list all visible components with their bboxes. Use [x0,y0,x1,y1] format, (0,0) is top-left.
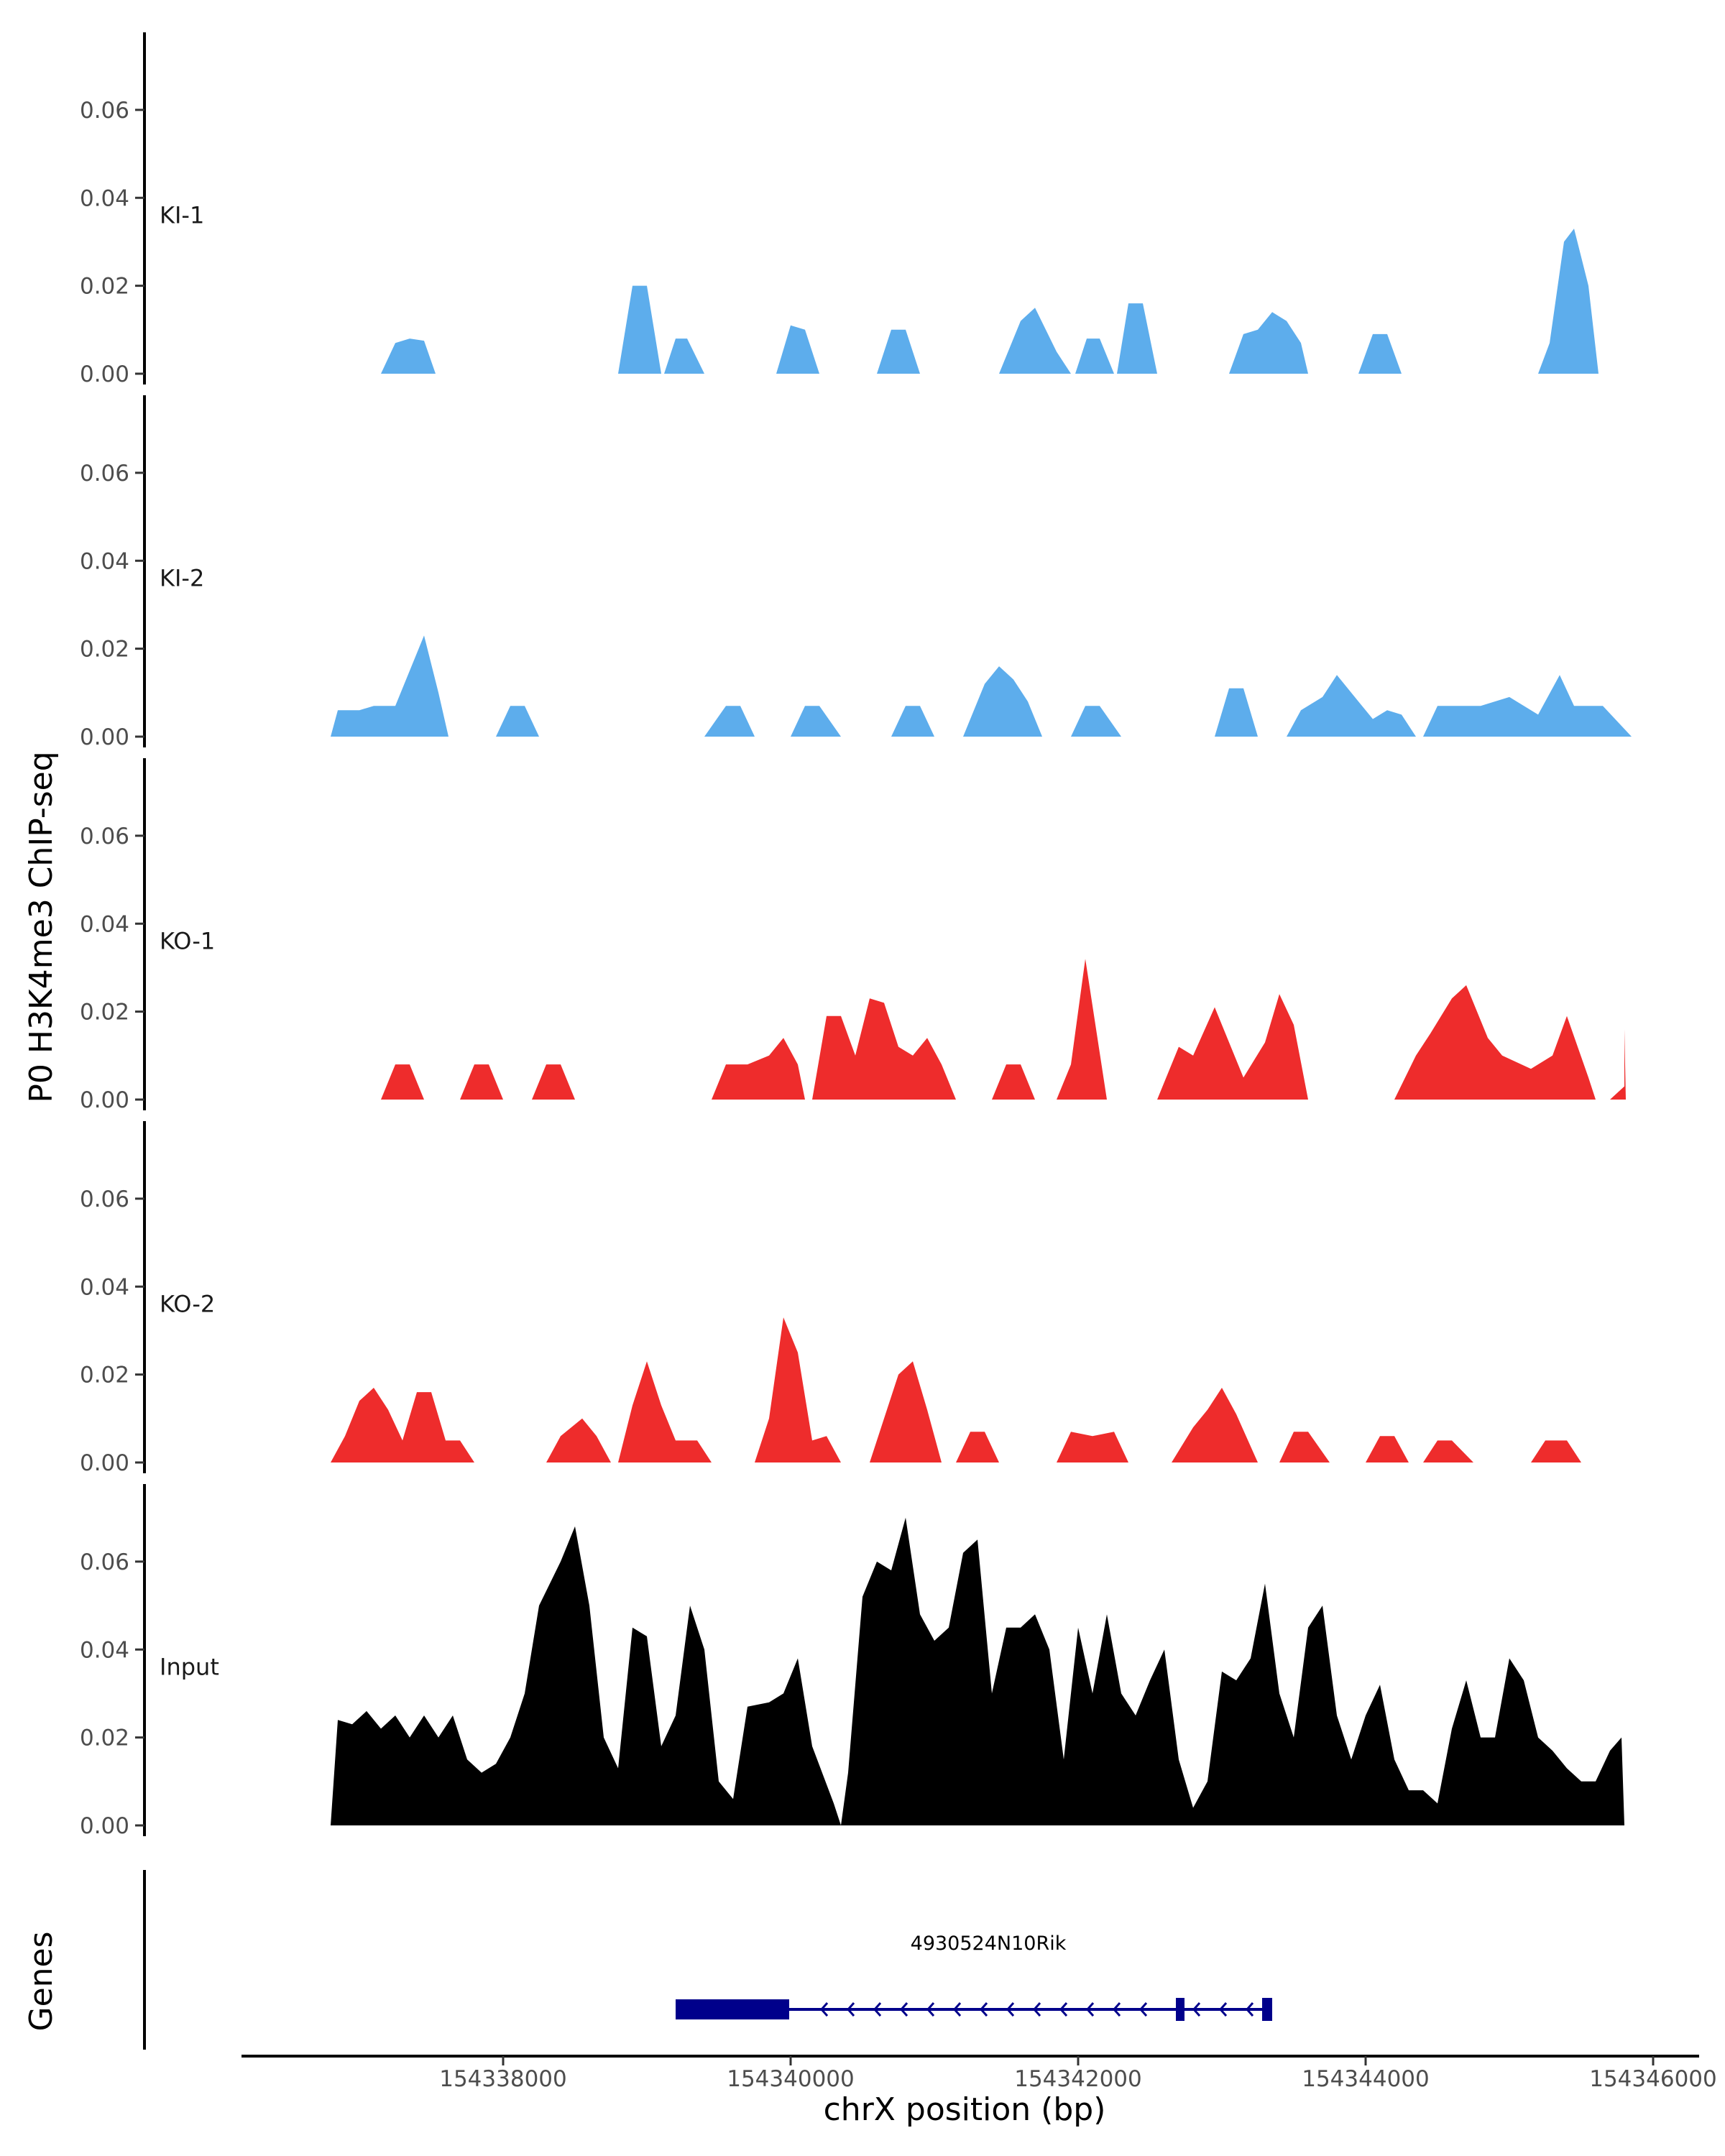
gene-strand-arrow [846,2002,855,2017]
y-tick-label-ki-1: 0.04 [80,185,129,211]
signal-area-ki-1 [1538,229,1598,374]
x-tick-label: 154342000 [1014,2066,1142,2092]
signal-area-ko-2 [1172,1388,1258,1462]
genes-axis-title: Genes [23,1931,60,2031]
signal-area-ko-2 [618,1361,712,1462]
gene-strand-arrow [1218,2002,1228,2017]
signal-area-ko-1 [812,998,956,1100]
signal-area-ko-1 [460,1064,503,1100]
gene-strand-arrow [1138,2002,1148,2017]
gene-exon [676,1999,789,2019]
y-tick-label-ko-1: 0.00 [80,1087,129,1113]
signal-area-ko-1 [1394,985,1596,1100]
signal-area-ko-1 [992,1064,1035,1100]
y-tick-label-ko-1: 0.04 [80,911,129,937]
signal-area-ko-1 [381,1064,424,1100]
y-tick-label-ko-1: 0.06 [80,824,129,849]
signal-area-ko-2 [1057,1432,1128,1462]
gene-name-label: 4930524N10Rik [911,1932,1067,1955]
y-tick-label-ki-2: 0.06 [80,461,129,487]
x-tick-label: 154346000 [1589,2066,1717,2092]
signal-area-ki-2 [1287,675,1416,737]
signal-area-ki-2 [963,666,1042,737]
signal-area-ki-1 [664,338,704,374]
signal-area-ko-2 [1531,1440,1581,1462]
signal-area-ko-1 [532,1064,575,1100]
y-tick-label-ki-2: 0.02 [80,637,129,663]
signal-area-ki-1 [1229,312,1308,374]
y-tick-label-ki-2: 0.00 [80,724,129,750]
gene-strand-arrow [1032,2002,1041,2017]
gene-strand-arrow [952,2002,962,2017]
gene-strand-arrow [1112,2002,1121,2017]
x-tick-label: 154344000 [1302,2066,1430,2092]
gene-strand-arrow [1006,2002,1015,2017]
signal-area-ki-2 [791,706,841,737]
x-tick-label: 154338000 [439,2066,567,2092]
signal-area-input [331,1517,1624,1825]
signal-area-ko-1 [1157,994,1308,1100]
signal-area-ki-1 [381,338,436,374]
y-tick-label-ki-1: 0.06 [80,98,129,124]
track-label-input: Input [160,1654,219,1681]
signal-area-ki-1 [776,325,819,374]
gene-exon [1176,1998,1184,2021]
gene-exon [1262,1998,1272,2021]
signal-area-ko-1 [1610,1029,1626,1100]
signal-area-ko-2 [546,1418,611,1462]
signal-area-ko-2 [755,1317,841,1462]
signal-area-ki-1 [1358,333,1402,374]
signal-area-ko-2 [1423,1440,1473,1462]
signal-area-ko-1 [712,1038,805,1100]
y-tick-label-ki-2: 0.04 [80,548,129,574]
gene-strand-arrow [979,2002,988,2017]
y-tick-label-ko-2: 0.04 [80,1274,129,1300]
y-tick-label-input: 0.00 [80,1813,129,1839]
gene-strand-arrow [926,2002,935,2017]
y-tick-label-ko-2: 0.00 [80,1450,129,1476]
gene-strand-arrow [819,2002,829,2017]
gene-strand-arrow [873,2002,882,2017]
y-tick-label-ko-2: 0.02 [80,1363,129,1388]
signal-area-ko-2 [870,1361,942,1462]
y-tick-label-input: 0.04 [80,1637,129,1663]
track-label-ko-2: KO-2 [160,1291,215,1318]
signal-area-ki-1 [618,285,661,374]
gene-strand-arrow [899,2002,908,2017]
signal-area-ko-2 [331,1388,474,1462]
y-axis-title: P0 H3K4me3 ChIP-seq [23,751,60,1102]
x-tick-label: 154340000 [727,2066,855,2092]
track-label-ki-2: KI-2 [160,565,204,592]
gene-strand-arrow [1245,2002,1254,2017]
signal-area-ko-2 [1366,1436,1409,1462]
signal-area-ki-1 [1075,338,1114,374]
signal-area-ko-2 [1279,1432,1330,1462]
signal-area-ki-2 [704,706,755,737]
signal-area-ki-1 [999,308,1071,374]
y-tick-label-ko-2: 0.06 [80,1187,129,1212]
signal-area-ki-2 [891,706,934,737]
signal-area-ki-2 [1215,688,1258,737]
gene-strand-arrow [1192,2002,1201,2017]
signal-area-ki-2 [1423,675,1632,737]
gene-strand-arrow [1059,2002,1068,2017]
y-tick-label-ki-1: 0.02 [80,274,129,300]
y-tick-label-ko-1: 0.02 [80,1000,129,1026]
y-tick-label-ki-1: 0.00 [80,361,129,387]
y-tick-label-input: 0.06 [80,1549,129,1575]
signal-area-ki-2 [1071,706,1121,737]
signal-area-ki-1 [877,329,920,374]
signal-area-ko-2 [956,1432,999,1462]
signal-area-ki-2 [331,635,448,737]
y-tick-label-input: 0.02 [80,1726,129,1751]
gene-strand-arrow [1085,2002,1095,2017]
signal-area-ko-1 [1057,959,1107,1100]
track-label-ko-1: KO-1 [160,928,215,955]
signal-area-ki-2 [496,706,539,737]
signal-area-ki-1 [1117,303,1157,374]
x-axis-title: chrX position (bp) [824,2091,1106,2128]
track-label-ki-1: KI-1 [160,202,204,229]
